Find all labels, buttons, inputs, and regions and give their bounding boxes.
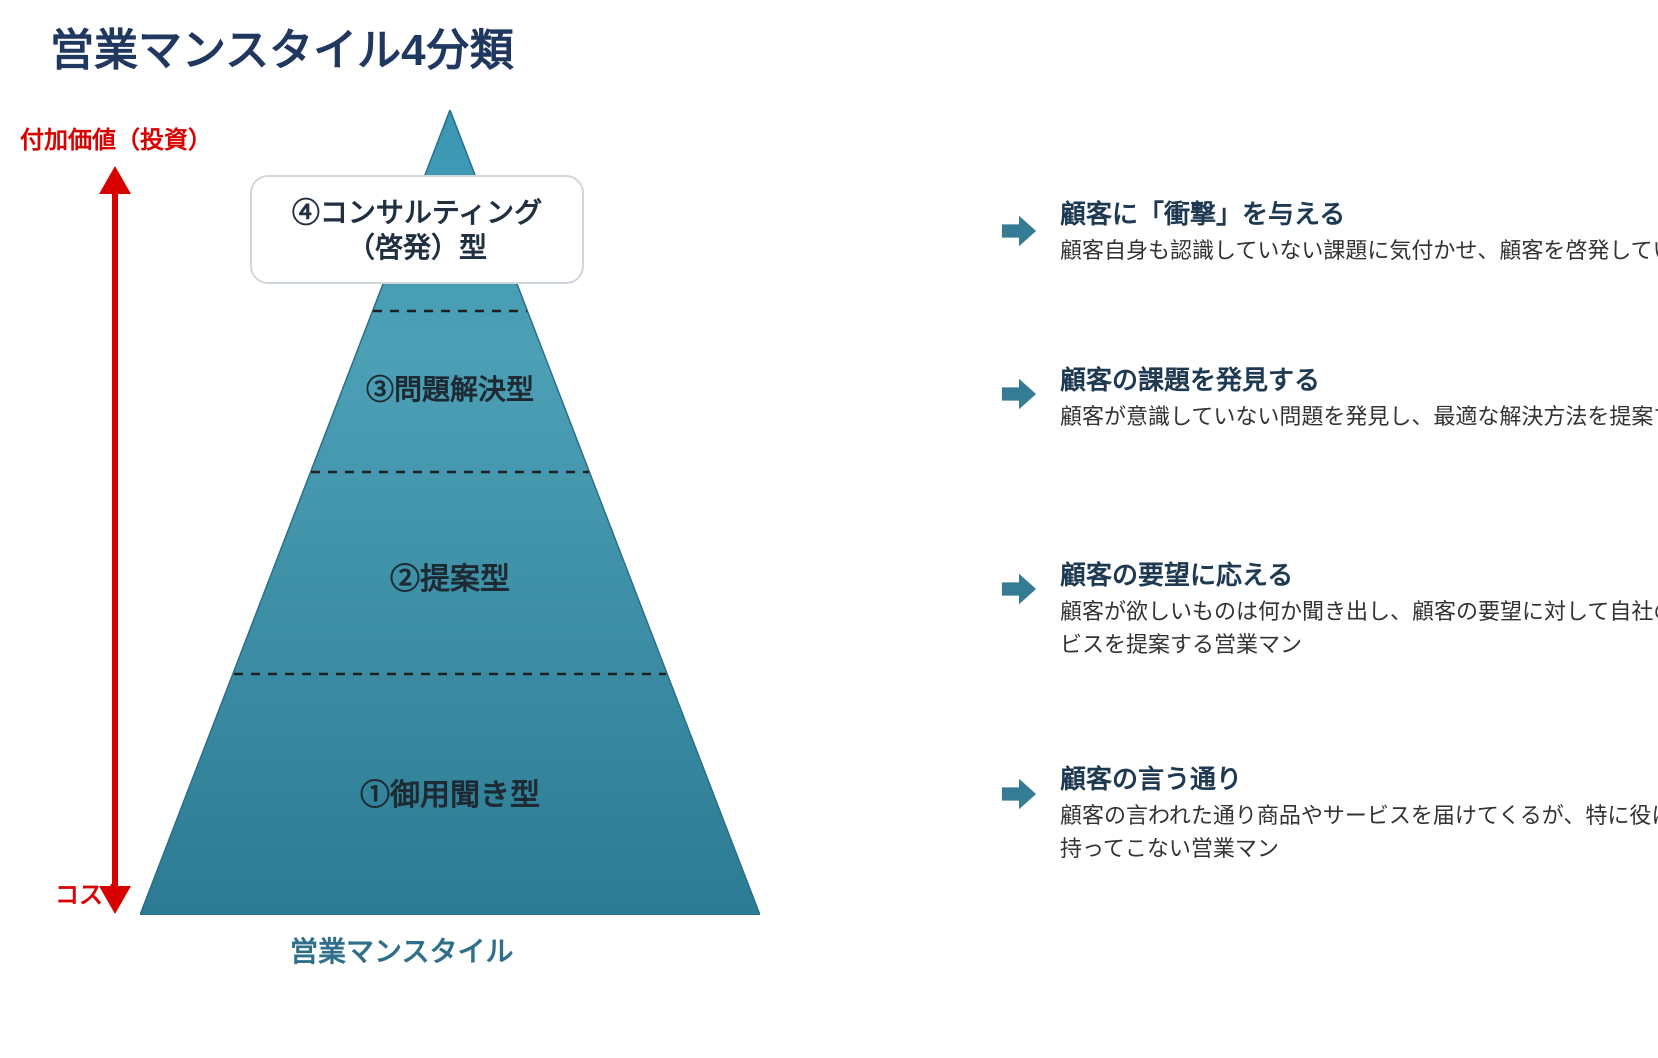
desc-2: 顧客の要望に応える 顧客が欲しいものは何か聞き出し、顧客の要望に対して自社の商品…	[1060, 556, 1658, 661]
desc-2-headline: 顧客の要望に応える	[1060, 556, 1658, 595]
arrow-icon-2	[1000, 570, 1038, 608]
desc-4-body: 顧客自身も認識していない課題に気付かせ、顧客を啓発していく営業マン	[1060, 234, 1658, 267]
desc-4-headline: 顧客に「衝撃」を与える	[1060, 195, 1658, 234]
arrow-icon-1	[1000, 775, 1038, 813]
desc-1: 顧客の言う通り 顧客の言われた通り商品やサービスを届けてくるが、特に役に立つ情報…	[1060, 760, 1658, 865]
callout-line2: （啓発）型	[252, 230, 582, 265]
desc-2-body: 顧客が欲しいものは何か聞き出し、顧客の要望に対して自社の商品・サービスを提案する…	[1060, 595, 1658, 661]
desc-1-headline: 顧客の言う通り	[1060, 760, 1658, 799]
arrow-icon-3	[1000, 375, 1038, 413]
pyramid-caption: 営業マンスタイル	[290, 930, 513, 970]
callout-line1: ④コンサルティング	[252, 195, 582, 230]
tier-label-1: ①御用聞き型	[140, 770, 760, 814]
tier-callout-4: ④コンサルティング （啓発）型	[250, 175, 584, 284]
tier-label-3: ③問題解決型	[140, 368, 760, 408]
arrow-icon-4	[1000, 212, 1038, 250]
value-axis-arrow	[85, 160, 145, 920]
desc-3-body: 顧客が意識していない問題を発見し、最適な解決方法を提案する営業マン	[1060, 400, 1658, 433]
desc-3: 顧客の課題を発見する 顧客が意識していない問題を発見し、最適な解決方法を提案する…	[1060, 361, 1658, 433]
tier-label-2: ②提案型	[140, 554, 760, 598]
desc-4: 顧客に「衝撃」を与える 顧客自身も認識していない課題に気付かせ、顧客を啓発してい…	[1060, 195, 1658, 267]
desc-3-headline: 顧客の課題を発見する	[1060, 361, 1658, 400]
desc-1-body: 顧客の言われた通り商品やサービスを届けてくるが、特に役に立つ情報は持ってこない営…	[1060, 799, 1658, 865]
page-title: 営業マンスタイル4分類	[50, 14, 514, 78]
